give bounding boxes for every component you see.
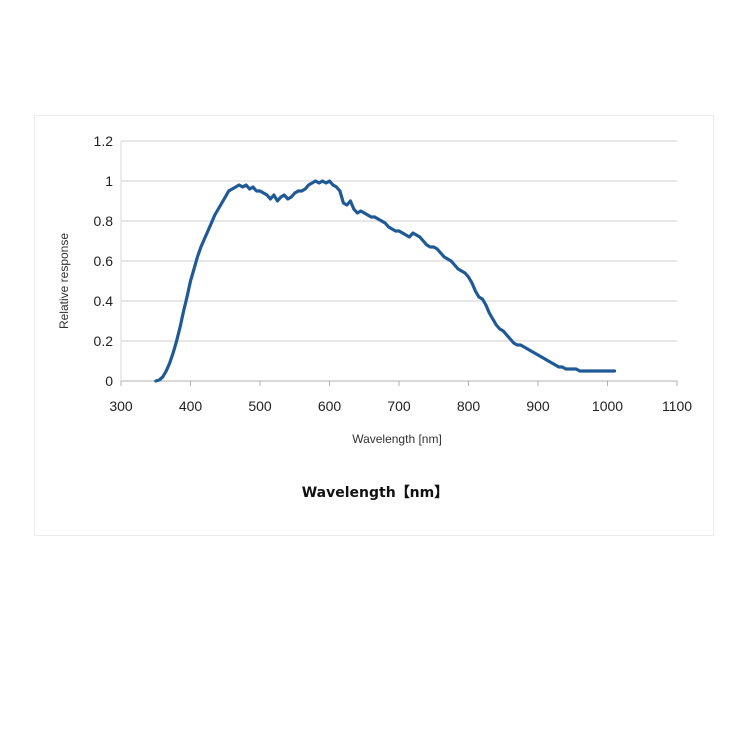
- y-tick-label: 1.2: [94, 133, 114, 149]
- y-tick-label: 0.4: [94, 293, 114, 309]
- y-tick-label: 0.2: [94, 333, 114, 349]
- y-tick-label: 1: [105, 173, 113, 189]
- x-axis-title: Wavelength [nm]: [352, 432, 442, 446]
- series-layer: [154, 179, 617, 383]
- y-tick-label: 0.6: [94, 253, 114, 269]
- tick-labels: 0 0.2 0.4 0.6 0.8 1 1.2 300 400 500 600 700 800 900 10…: [94, 133, 693, 414]
- axes: [120, 141, 678, 386]
- x-tick-label: 1000: [592, 398, 623, 414]
- x-tick-label: 300: [109, 398, 133, 414]
- y-axis-title: Relative response: [57, 233, 71, 329]
- y-tick-label: 0.8: [94, 213, 114, 229]
- x-tick-label: 1100: [662, 398, 692, 414]
- series-line: [154, 179, 617, 383]
- figure-caption: Wavelength【nm】: [301, 485, 449, 501]
- y-tick-label: 0: [105, 373, 113, 389]
- x-tick-label: 500: [248, 398, 272, 414]
- x-tick-label: 900: [526, 398, 550, 414]
- x-tick-label: 800: [457, 398, 481, 414]
- x-tick-label: 600: [318, 398, 342, 414]
- x-tick-label: 700: [387, 398, 411, 414]
- chart-frame: [34, 115, 714, 536]
- x-tick-label: 400: [179, 398, 203, 414]
